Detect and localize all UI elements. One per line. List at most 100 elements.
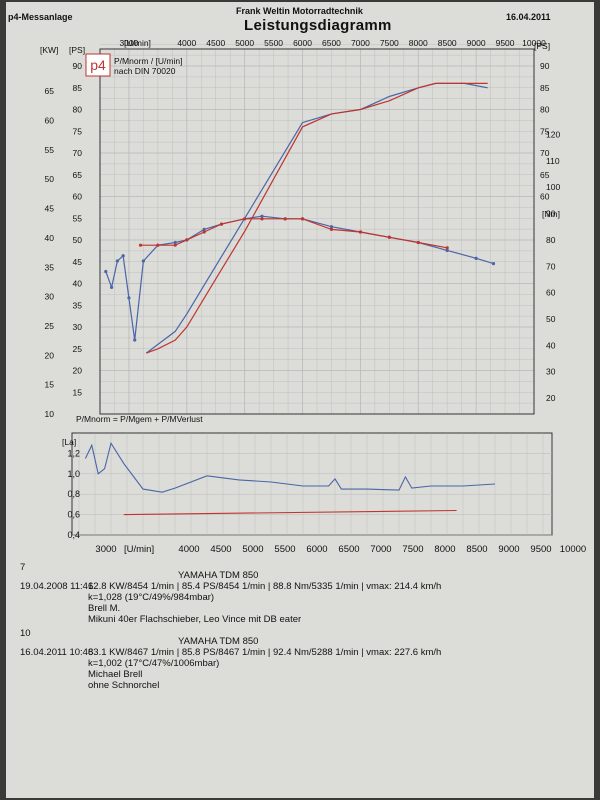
kw-tick-label: 60	[45, 116, 55, 126]
run-index: 7	[20, 562, 26, 573]
x-unit-label-top: [U/min]	[124, 38, 151, 48]
x-tick-label-top: 6000	[293, 38, 312, 48]
ps-right-tick-label: 70	[540, 148, 550, 158]
run-datetime: 19.04.2008 11:41	[20, 581, 94, 592]
nm-tick-label: 60	[546, 288, 556, 298]
series-point	[329, 225, 334, 229]
x-tick-label-top: 10000	[522, 38, 546, 48]
nm-tick-label: 100	[546, 182, 560, 192]
series-point	[260, 217, 264, 221]
header-software: p4-Messanlage	[8, 12, 73, 22]
main-grid	[99, 44, 535, 415]
ps-tick-label: 30	[73, 322, 83, 332]
p4-logo	[85, 53, 111, 77]
series-point	[185, 238, 189, 242]
x-tick-label-bottom: 7000	[370, 544, 391, 555]
lambda-tick-label: 0,8	[67, 489, 80, 499]
ps-tick-label: 75	[73, 126, 83, 136]
x-tick-label-top: 4000	[177, 38, 196, 48]
ps-axis-label: [PS]	[69, 45, 85, 55]
run-driver: Brell M.	[88, 603, 121, 614]
run-notes: Mikuni 40er Flachschieber, Leo Vince mit…	[88, 614, 302, 625]
kw-tick-label: 55	[45, 145, 55, 155]
kw-tick-label: 30	[45, 292, 55, 302]
nm-tick-label: 90	[546, 209, 556, 219]
ps-right-tick-label: 80	[540, 105, 550, 115]
series-point	[329, 227, 334, 231]
lambda-grid	[72, 433, 552, 536]
kw-tick-label: 20	[45, 350, 55, 360]
run-datetime: 16.04.2011 10:48	[20, 647, 94, 658]
nm-tick-label: 120	[546, 130, 560, 140]
lambda-tick-label: 0,6	[67, 510, 80, 520]
kw-tick-label: 40	[45, 233, 55, 243]
x-tick-label-bottom: 3000	[95, 544, 116, 555]
series-line	[123, 509, 457, 516]
series-point	[387, 235, 391, 239]
run-index: 10	[20, 628, 31, 639]
series-line	[105, 215, 494, 341]
run-driver: Michael Brell	[88, 669, 143, 680]
dyno-sheet: p4-Messanlage Frank Weltin Motorradtechn…	[6, 2, 594, 798]
lambda-tick-label: 1,0	[67, 469, 80, 479]
main-plot-frame	[99, 48, 535, 415]
run-summary: 63.1 KW/8467 1/min | 85.8 PS/8467 1/min …	[88, 647, 442, 658]
series-point	[127, 296, 131, 300]
series-point	[109, 285, 114, 289]
main-series	[104, 82, 496, 354]
kw-tick-label: 50	[45, 174, 55, 184]
legend-line1: P/Mnorm / [U/min]	[114, 56, 182, 66]
run-model: YAMAHA TDM 850	[178, 636, 259, 647]
series-point	[138, 243, 143, 247]
x-tick-label-top: 9500	[496, 38, 515, 48]
main-ticks: [KW] [PS] 10 15 20 25 30 35 40 45 50 55 60 65 15 20 25 30…	[40, 38, 560, 419]
ps-tick-label: 65	[73, 170, 83, 180]
ps-tick-label: 35	[73, 300, 83, 310]
ps-tick-label: 90	[73, 61, 83, 71]
lambda-tick-label: 0,4	[67, 530, 80, 540]
series-line	[146, 82, 488, 354]
kw-axis-label: [KW]	[40, 45, 58, 55]
series-point	[491, 262, 496, 266]
header-date: 16.04.2011	[506, 12, 551, 22]
x-tick-label-bottom: 6500	[338, 544, 359, 555]
series-point	[474, 256, 478, 260]
ps-tick-label: 40	[73, 279, 83, 289]
ps-tick-label: 80	[73, 105, 83, 115]
ps-right-tick-label: 90	[540, 61, 550, 71]
nm-tick-label: 80	[546, 235, 556, 245]
dyno-chart-svg: [KW] [PS] 10 15 20 25 30 35 40 45 50 55 60 65 15 20 25 30…	[40, 38, 586, 555]
p4-logo-text: p4	[90, 57, 106, 73]
x-tick-label-top: 5500	[264, 38, 283, 48]
kw-tick-label: 65	[45, 86, 55, 96]
kw-tick-label: 35	[45, 262, 55, 272]
x-tick-label-top: 8000	[409, 38, 428, 48]
lambda-axis-label: [La]	[62, 437, 76, 447]
x-tick-label-bottom: 9500	[530, 544, 551, 555]
series-point	[260, 214, 264, 218]
series-point	[133, 338, 137, 342]
series-point	[173, 240, 177, 245]
series-point	[445, 248, 449, 253]
ps-tick-label: 15	[73, 387, 83, 397]
x-tick-label-top: 3000	[119, 38, 138, 48]
nm-tick-label: 40	[546, 340, 556, 350]
nm-tick-label: 70	[546, 261, 556, 271]
run-summary: 62.8 KW/8454 1/min | 85.4 PS/8454 1/min …	[88, 581, 442, 592]
series-point	[104, 269, 108, 274]
kw-tick-label: 25	[45, 321, 55, 331]
kw-tick-label: 10	[45, 409, 55, 419]
x-tick-label-bottom: 5000	[242, 544, 263, 555]
series-point	[300, 217, 305, 221]
ps-tick-label: 25	[73, 344, 83, 354]
x-tick-label-bottom: 9000	[498, 544, 519, 555]
series-point	[121, 254, 125, 258]
run-model: YAMAHA TDM 850	[178, 570, 259, 581]
series-point	[115, 259, 119, 263]
x-tick-label-bottom: 10000	[560, 544, 586, 555]
ps-tick-label: 55	[73, 213, 83, 223]
series-point	[156, 243, 160, 247]
series-point	[283, 217, 287, 221]
x-tick-label-bottom: 5500	[274, 544, 295, 555]
ps-tick-label: 50	[73, 235, 83, 245]
